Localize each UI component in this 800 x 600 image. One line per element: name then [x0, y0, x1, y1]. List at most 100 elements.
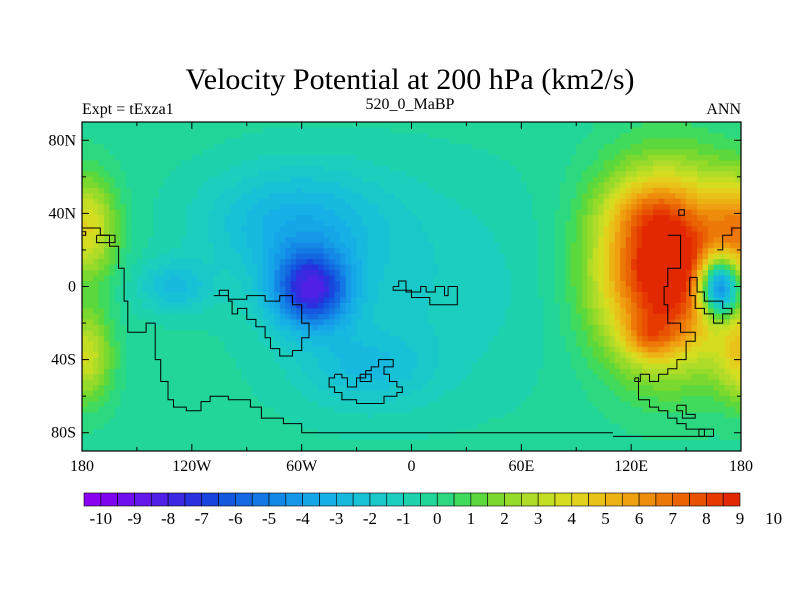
field-cell [631, 171, 638, 178]
field-cell [147, 253, 154, 260]
field-cell [482, 143, 489, 151]
field-cell [543, 127, 550, 134]
field-cell [592, 308, 599, 315]
field-cell [647, 313, 654, 320]
field-cell [427, 204, 435, 211]
field-cell [307, 132, 314, 140]
field-cell [290, 231, 297, 238]
field-cell [581, 122, 588, 129]
field-cell [477, 149, 484, 156]
field-cell [526, 313, 533, 320]
field-cell [691, 237, 698, 244]
field-cell [202, 286, 209, 293]
field-cell [636, 308, 643, 315]
field-cell [510, 204, 517, 211]
field-cell [598, 149, 605, 156]
field-cell [708, 297, 715, 304]
field-cell [241, 122, 248, 129]
field-cell [208, 143, 215, 151]
field-cell [246, 302, 253, 310]
field-cell [334, 204, 341, 211]
field-cell [213, 302, 220, 310]
field-cell [345, 275, 352, 282]
field-cell [373, 127, 380, 134]
field-cell [554, 237, 561, 244]
field-cell [702, 248, 709, 255]
field-cell [208, 259, 215, 266]
field-cell [340, 154, 347, 161]
field-cell [719, 187, 726, 194]
field-cell [647, 220, 654, 227]
field-cell [252, 275, 259, 282]
field-cell [631, 335, 638, 342]
field-cell [455, 193, 462, 200]
field-cell [504, 143, 511, 151]
field-cell [680, 132, 687, 140]
field-cell [197, 242, 204, 249]
field-cell [460, 308, 468, 315]
field-cell [675, 330, 682, 337]
field-cell [147, 176, 154, 183]
field-cell [642, 193, 649, 200]
field-cell [427, 231, 435, 238]
field-cell [647, 270, 654, 277]
field-cell [180, 198, 187, 205]
field-cell [147, 275, 154, 282]
field-cell [691, 165, 698, 172]
field-cell [444, 231, 451, 238]
field-cell [290, 313, 297, 320]
field-cell [389, 122, 396, 129]
field-cell [351, 160, 358, 167]
field-cell [510, 198, 517, 205]
field-cell [532, 248, 539, 255]
field-cell [719, 324, 726, 331]
field-cell [488, 138, 495, 145]
field-cell [191, 291, 198, 299]
field-cell [653, 176, 660, 183]
field-cell [224, 324, 231, 331]
field-cell [636, 143, 643, 151]
field-cell [378, 253, 385, 260]
field-cell [504, 127, 511, 134]
field-cell [307, 149, 314, 156]
field-cell [565, 187, 572, 194]
field-cell [504, 270, 511, 277]
field-cell [416, 324, 424, 331]
field-cell [285, 198, 292, 205]
field-cell [449, 160, 457, 167]
field-cell [702, 132, 709, 140]
field-cell [98, 286, 105, 293]
field-cell [92, 193, 100, 200]
field-cell [686, 341, 693, 348]
field-cell [378, 143, 385, 151]
field-cell [482, 237, 489, 244]
field-cell [691, 341, 698, 348]
field-cell [169, 308, 176, 315]
field-cell [142, 132, 149, 140]
field-cell [526, 259, 533, 266]
field-cell [680, 242, 687, 249]
field-cell [318, 281, 325, 288]
field-cell [653, 154, 660, 161]
field-cell [592, 275, 599, 282]
field-cell [131, 242, 138, 249]
field-cell [257, 149, 264, 156]
field-cell [713, 319, 720, 326]
field-cell [120, 291, 127, 299]
field-cell [515, 335, 522, 342]
field-cell [592, 313, 599, 320]
field-cell [603, 302, 610, 310]
field-cell [329, 237, 336, 244]
field-cell [642, 231, 649, 238]
field-cell [543, 297, 550, 304]
field-cell [724, 220, 731, 227]
field-cell [515, 319, 522, 326]
field-cell [131, 198, 138, 205]
field-cell [131, 297, 138, 304]
field-cell [202, 220, 209, 227]
field-cell [290, 171, 297, 178]
field-cell [351, 253, 358, 260]
field-cell [482, 319, 489, 326]
field-cell [395, 324, 402, 331]
field-cell [114, 248, 122, 255]
